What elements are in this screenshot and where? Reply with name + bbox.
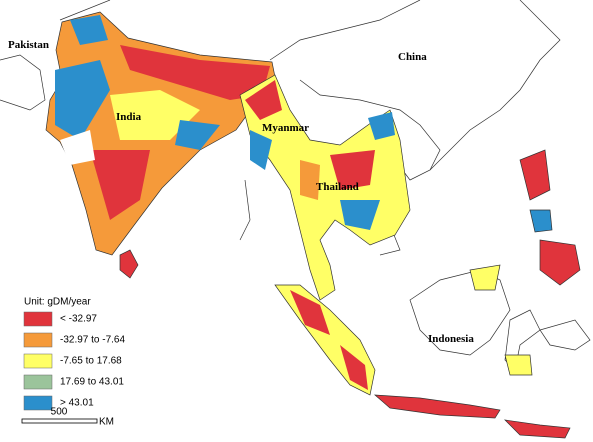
scale-unit: KM [99,417,114,428]
islands [274,149,581,439]
legend-label: 17.69 to 43.01 [60,377,124,388]
legend: Unit: gDM/year < -32.97 -32.97 to -7.64 -7… [23,297,125,411]
legend-label: < -32.97 [60,314,97,325]
scale-bar-rect [21,418,98,424]
country-label: Thailand [316,181,359,193]
mainland-se-asia [239,74,411,301]
scale-value: 500 [51,407,68,418]
legend-swatch [23,374,53,390]
legend-swatch [23,353,53,369]
india-region [45,11,277,279]
legend-label: > 43.01 [60,398,94,409]
legend-label: -7.65 to 17.68 [60,356,122,367]
country-label: Indonesia [428,333,474,345]
scale-bar: 500 KM [21,407,114,428]
legend-swatch [23,311,53,327]
legend-swatch [23,332,53,348]
land-outlines [0,0,591,371]
legend-swatch [23,395,53,411]
legend-title: Unit: gDM/year [24,297,91,308]
country-label: China [398,51,427,63]
country-label: Myanmar [262,122,309,134]
legend-label: -32.97 to -7.64 [60,335,125,346]
country-label: India [116,111,142,123]
country-label: Pakistan [8,39,49,51]
